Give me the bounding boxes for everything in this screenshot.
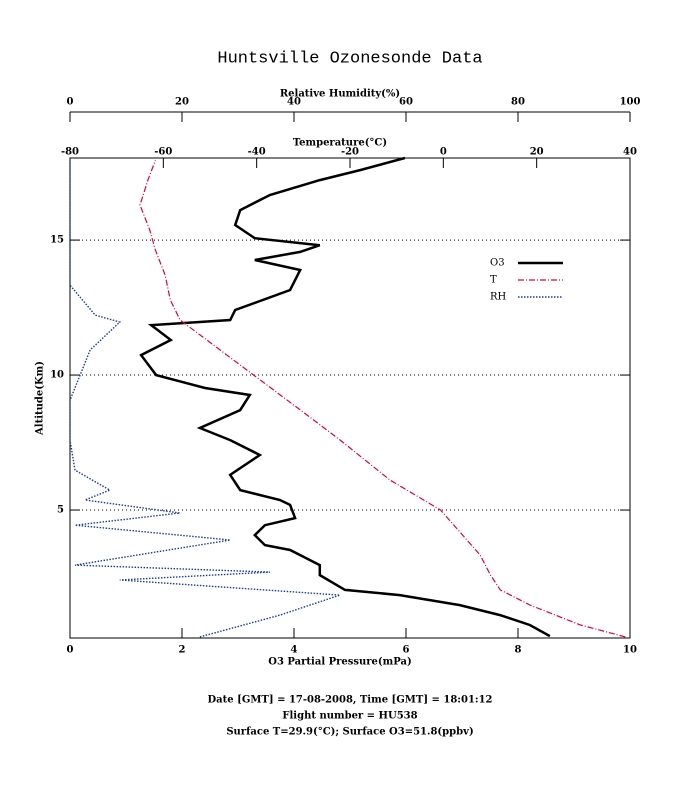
footer-line: Surface T=29.9(°C); Surface O3=51.8(ppbv… <box>226 727 473 738</box>
x3ticks-label: 100 <box>620 97 641 108</box>
profile-line <box>69 160 341 638</box>
xticks-label: 10 <box>623 645 637 656</box>
x3ticks-label: 60 <box>399 97 413 108</box>
chart-title: Huntsville Ozonesonde Data <box>217 49 482 68</box>
x2ticks-label: -20 <box>341 147 359 158</box>
x3ticks-label: 80 <box>511 97 525 108</box>
x2ticks-label: 20 <box>530 147 544 158</box>
legend-label: T <box>490 275 497 286</box>
xticks-label: 6 <box>403 645 410 656</box>
footer-line: Flight number = HU538 <box>282 711 417 722</box>
footer-line: Date [GMT] = 17-08-2008, Time [GMT] = 18… <box>207 695 492 706</box>
x2ticks-label: -80 <box>61 147 79 158</box>
y-tick-label: 15 <box>50 235 64 246</box>
x3-axis-label: Relative Humidity(%) <box>280 89 400 100</box>
x2ticks-label: 0 <box>440 147 447 158</box>
xticks-label: 0 <box>67 645 74 656</box>
xticks-label: 2 <box>179 645 186 656</box>
y-tick-label: 5 <box>57 505 64 516</box>
x2-axis-label: Temperature(°C) <box>293 138 387 149</box>
y-axis-label: Altitude(Km) <box>35 361 46 436</box>
xticks-label: 8 <box>515 645 522 656</box>
y-tick-label: 10 <box>50 370 64 381</box>
x-axis-label: O3 Partial Pressure(mPa) <box>268 657 411 668</box>
x2ticks-label: -60 <box>154 147 172 158</box>
profile-line <box>139 156 551 638</box>
x3ticks-label: 0 <box>67 97 74 108</box>
profile-line <box>139 159 626 638</box>
x2ticks-label: 40 <box>623 147 637 158</box>
x3ticks-label: 40 <box>287 97 301 108</box>
plot-frame <box>69 157 631 639</box>
legend-label: RH <box>490 292 507 303</box>
legend-label: O3 <box>490 258 505 269</box>
x2ticks-label: -40 <box>248 147 266 158</box>
xticks-label: 4 <box>291 645 298 656</box>
x3ticks-label: 20 <box>175 97 189 108</box>
